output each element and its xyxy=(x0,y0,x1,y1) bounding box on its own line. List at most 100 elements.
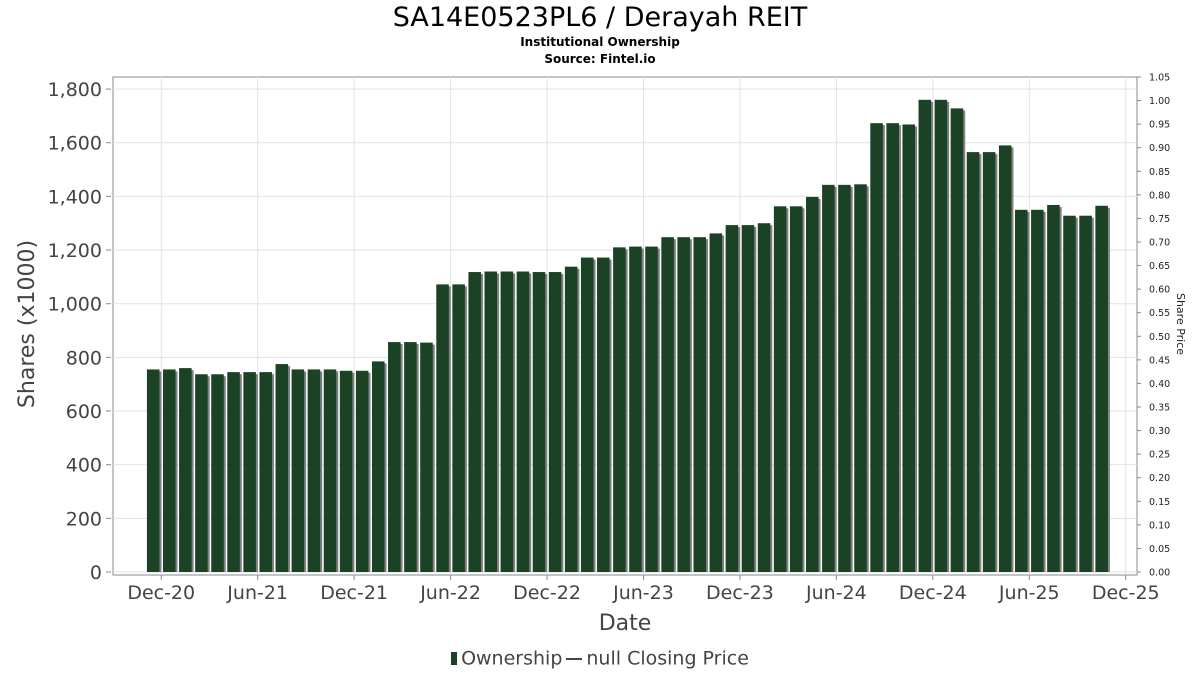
bar xyxy=(725,225,739,572)
bar xyxy=(468,272,481,572)
bar xyxy=(323,369,337,572)
y2-tick-label: 0.35 xyxy=(1149,403,1170,414)
y-tick-label: 1,200 xyxy=(48,240,102,262)
y2-axis-title: Share Price xyxy=(1174,293,1187,355)
bar xyxy=(950,108,964,572)
x-axis-title: Date xyxy=(599,611,652,636)
y2-tick-label: 0.90 xyxy=(1149,143,1170,154)
bar xyxy=(822,184,835,573)
x-tick-label: Dec-24 xyxy=(899,582,967,604)
bar xyxy=(275,364,289,572)
y2-tick-label: 0.25 xyxy=(1149,450,1170,461)
x-tick-label: Dec-20 xyxy=(127,582,195,604)
bar xyxy=(404,342,417,572)
bar xyxy=(532,272,546,572)
bar xyxy=(966,152,980,572)
y2-tick-label: 0.80 xyxy=(1149,190,1170,201)
y2-tick-label: 0.60 xyxy=(1149,285,1170,296)
bar xyxy=(1063,215,1076,572)
bar xyxy=(420,342,433,572)
bar xyxy=(645,246,658,572)
bar xyxy=(484,271,498,572)
bar xyxy=(902,124,915,573)
bar xyxy=(806,196,819,573)
bar xyxy=(629,246,642,572)
bar xyxy=(339,370,353,572)
y-tick-label: 1,000 xyxy=(48,294,102,316)
y2-tick-label: 0.55 xyxy=(1149,308,1170,319)
bar xyxy=(709,233,723,573)
bar xyxy=(661,237,674,573)
bar xyxy=(162,369,176,572)
bar xyxy=(146,369,160,572)
bar xyxy=(757,223,771,572)
bar xyxy=(371,361,385,572)
bar xyxy=(886,123,899,573)
y2-tick-label: 0.95 xyxy=(1149,120,1170,131)
bar xyxy=(613,247,626,573)
y2-tick-label: 1.00 xyxy=(1149,96,1170,107)
bar xyxy=(355,370,369,572)
bar xyxy=(259,372,272,572)
y2-tick-label: 0.45 xyxy=(1149,355,1170,366)
bar xyxy=(195,374,208,572)
bar xyxy=(1095,205,1108,572)
y2-tick-label: 0.85 xyxy=(1149,167,1170,178)
bar xyxy=(773,206,787,572)
bar xyxy=(1047,204,1060,572)
x-tick-label: Dec-22 xyxy=(513,582,581,604)
y-tick-label: 600 xyxy=(66,401,102,423)
bar xyxy=(548,272,562,572)
x-tick-label: Jun-25 xyxy=(998,582,1060,604)
x-tick-label: Dec-23 xyxy=(706,582,774,604)
bar xyxy=(982,152,996,572)
y2-tick-label: 0.00 xyxy=(1149,568,1170,579)
y2-tick-label: 0.70 xyxy=(1149,238,1170,249)
bar xyxy=(516,271,530,572)
y2-tick-label: 0.15 xyxy=(1149,497,1170,508)
bar xyxy=(388,342,401,572)
bar xyxy=(789,206,803,572)
y2-tick-label: 1.05 xyxy=(1149,73,1170,84)
y2-tick-label: 0.40 xyxy=(1149,379,1170,390)
y2-tick-label: 0.65 xyxy=(1149,261,1170,272)
y-tick-label: 800 xyxy=(66,347,102,369)
bar xyxy=(179,368,192,572)
chart-title: SA14E0523PL6 / Derayah REIT xyxy=(392,2,808,33)
x-tick-label: Dec-25 xyxy=(1092,582,1160,604)
y2-tick-label: 0.05 xyxy=(1149,544,1170,555)
bar xyxy=(1014,209,1028,572)
bar xyxy=(436,284,449,572)
legend: Ownership null Closing Price xyxy=(0,647,1200,670)
bar xyxy=(307,369,321,572)
bar xyxy=(918,99,932,573)
bar xyxy=(854,184,867,572)
x-tick-label: Jun-22 xyxy=(419,582,481,604)
y-tick-label: 200 xyxy=(66,508,102,530)
y2-tick-label: 0.50 xyxy=(1149,332,1170,343)
bar xyxy=(1079,215,1092,572)
y-tick-label: 1,400 xyxy=(48,186,102,208)
chart-source: Source: Fintel.io xyxy=(544,52,656,66)
bar xyxy=(693,237,707,573)
x-tick-label: Jun-23 xyxy=(612,582,674,604)
bar xyxy=(597,257,610,572)
x-tick-label: Jun-24 xyxy=(805,582,867,604)
y-tick-label: 1,600 xyxy=(48,133,102,155)
ownership-legend-label: Ownership xyxy=(461,647,563,670)
y2-tick-label: 0.75 xyxy=(1149,214,1170,225)
bar xyxy=(211,374,224,572)
y-tick-label: 0 xyxy=(90,562,102,584)
x-tick-label: Dec-21 xyxy=(320,582,388,604)
bar xyxy=(243,372,256,572)
bar xyxy=(998,145,1012,573)
price-legend-label: null Closing Price xyxy=(586,647,749,670)
bar xyxy=(564,266,578,572)
y2-tick-label: 0.10 xyxy=(1149,520,1170,531)
bar xyxy=(227,372,240,572)
bar xyxy=(870,123,883,573)
bar xyxy=(580,257,594,572)
y2-tick-label: 0.20 xyxy=(1149,473,1170,484)
price-legend-line xyxy=(566,657,583,660)
